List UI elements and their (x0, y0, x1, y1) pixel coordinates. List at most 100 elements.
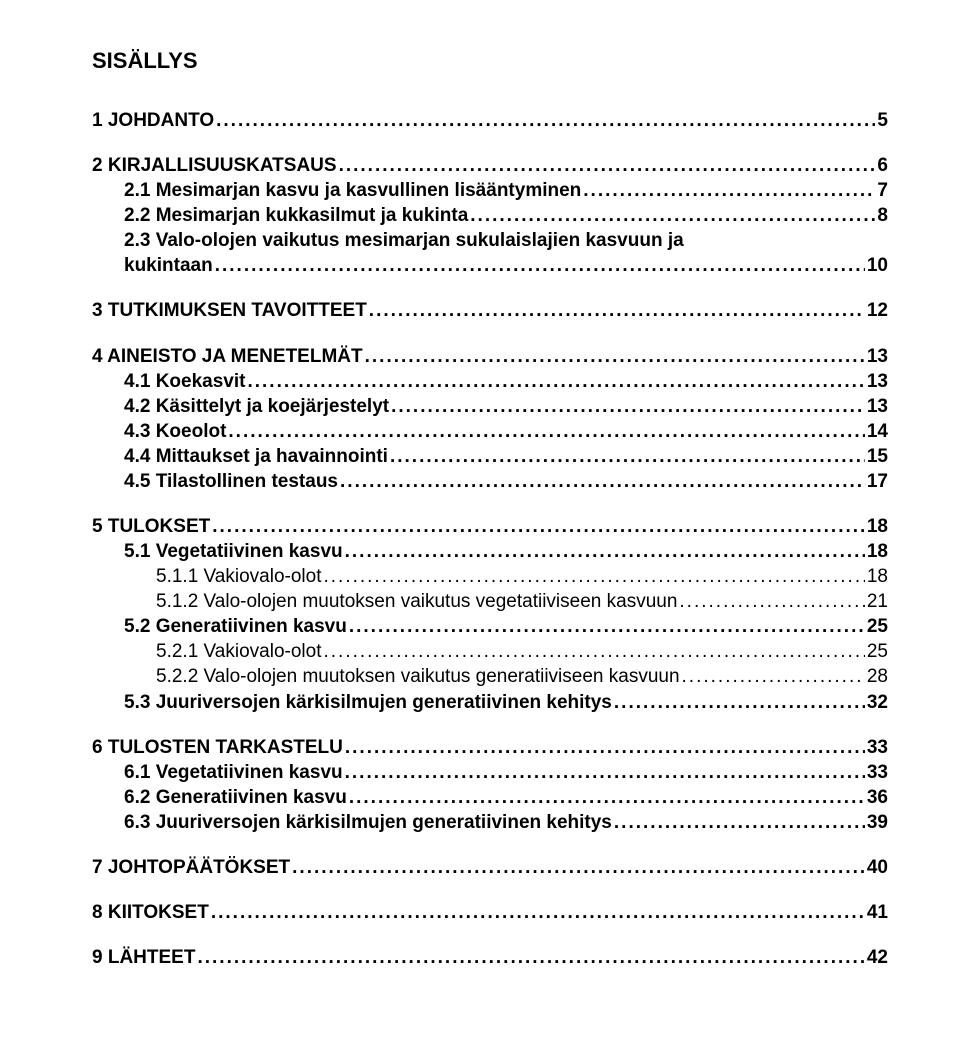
toc-leader (349, 614, 865, 639)
toc-entry: 2.1 Mesimarjan kasvu ja kasvullinen lisä… (124, 178, 888, 203)
toc-entry: 2.2 Mesimarjan kukkasilmut ja kukinta 8 (124, 203, 888, 228)
toc-entry-page: 28 (867, 664, 888, 689)
toc-entry: 4.4 Mittaukset ja havainnointi 15 (124, 444, 888, 469)
toc-entry-page: 15 (867, 444, 888, 469)
toc-entry: 5.1.1 Vakiovalo-olot 18 (156, 564, 888, 589)
toc-entry-page: 18 (867, 539, 888, 564)
toc-entry-label: 2.2 Mesimarjan kukkasilmut ja kukinta (124, 203, 468, 228)
toc-entry-page: 14 (867, 419, 888, 444)
toc-entry-continuation: kukintaan 10 (124, 253, 888, 278)
toc-entry: 9 LÄHTEET 42 (92, 945, 888, 970)
toc-entry-page: 40 (867, 855, 888, 880)
toc-leader (682, 664, 865, 689)
toc-entry: 4.1 Koekasvit 13 (124, 369, 888, 394)
toc-leader (679, 589, 864, 614)
toc-entry: 1 JOHDANTO5 (92, 108, 888, 133)
table-of-contents: 1 JOHDANTO5 2 KIRJALLISUUSKATSAUS 6 2.1 Mes… (92, 108, 888, 970)
toc-leader (470, 203, 875, 228)
toc-entry-page: 33 (867, 735, 888, 760)
toc-entry-label: 7 JOHTOPÄÄTÖKSET (92, 855, 290, 880)
toc-leader (211, 900, 865, 925)
toc-entry-page: 41 (867, 900, 888, 925)
toc-leader (339, 153, 876, 178)
toc-leader (215, 253, 865, 278)
toc-entry-label: 6.3 Juuriversojen kärkisilmujen generati… (124, 810, 612, 835)
toc-entry-label: 4.1 Koekasvit (124, 369, 245, 394)
toc-entry-page: 5 (877, 108, 888, 133)
toc-entry: 4.3 Koeolot 14 (124, 419, 888, 444)
toc-entry: 2 KIRJALLISUUSKATSAUS 6 (92, 153, 888, 178)
toc-entry-page: 13 (867, 394, 888, 419)
toc-leader (216, 108, 875, 133)
toc-entry: 3 TUTKIMUKSEN TAVOITTEET 12 (92, 298, 888, 323)
toc-entry-page: 6 (877, 153, 888, 178)
toc-entry-page: 12 (867, 298, 888, 323)
toc-leader (369, 298, 865, 323)
toc-entry-page: 18 (867, 564, 888, 589)
toc-leader (345, 539, 865, 564)
toc-leader (228, 419, 864, 444)
toc-entry-page: 13 (867, 344, 888, 369)
toc-leader (345, 735, 865, 760)
toc-entry-label: 6 TULOSTEN TARKASTELU (92, 735, 343, 760)
toc-entry-label: kukintaan (124, 253, 213, 278)
toc-entry-page: 17 (867, 469, 888, 494)
toc-entry: 5.2.1 Vakiovalo-olot25 (156, 639, 888, 664)
toc-leader (323, 564, 864, 589)
toc-leader (614, 690, 865, 715)
toc-entry-label: 4.3 Koeolot (124, 419, 226, 444)
toc-entry-label: 4 AINEISTO JA MENETELMÄT (92, 344, 363, 369)
toc-leader (340, 469, 865, 494)
toc-entry-label: 5.1.1 Vakiovalo-olot (156, 564, 321, 589)
toc-entry: 6 TULOSTEN TARKASTELU 33 (92, 735, 888, 760)
toc-entry-page: 21 (867, 589, 888, 614)
toc-entry-label: 4.4 Mittaukset ja havainnointi (124, 444, 388, 469)
toc-entry-page: 13 (867, 369, 888, 394)
toc-entry-page: 33 (867, 760, 888, 785)
toc-entry-page: 42 (867, 945, 888, 970)
toc-leader (365, 344, 865, 369)
toc-entry-label: 6.1 Vegetatiivinen kasvu (124, 760, 343, 785)
toc-entry: 5.1 Vegetatiivinen kasvu 18 (124, 539, 888, 564)
toc-entry-label: 6.2 Generatiivinen kasvu (124, 785, 347, 810)
toc-entry-label: 4.2 Käsittelyt ja koejärjestelyt (124, 394, 389, 419)
toc-entry-page: 10 (867, 253, 888, 278)
toc-entry-label: 5.2 Generatiivinen kasvu (124, 614, 347, 639)
toc-entry: 4 AINEISTO JA MENETELMÄT 13 (92, 344, 888, 369)
toc-entry-label: 4.5 Tilastollinen testaus (124, 469, 338, 494)
toc-entry: 5.2 Generatiivinen kasvu 25 (124, 614, 888, 639)
toc-entry-label: 5.3 Juuriversojen kärkisilmujen generati… (124, 690, 612, 715)
toc-leader (247, 369, 864, 394)
toc-entry: 4.5 Tilastollinen testaus 17 (124, 469, 888, 494)
toc-entry: 4.2 Käsittelyt ja koejärjestelyt 13 (124, 394, 888, 419)
toc-entry: 5.3 Juuriversojen kärkisilmujen generati… (124, 690, 888, 715)
toc-leader (345, 760, 865, 785)
toc-leader (323, 639, 864, 664)
toc-leader (583, 178, 875, 203)
toc-entry: 6.3 Juuriversojen kärkisilmujen generati… (124, 810, 888, 835)
toc-entry-page: 39 (867, 810, 888, 835)
toc-entry-label: 3 TUTKIMUKSEN TAVOITTEET (92, 298, 367, 323)
toc-entry-page: 18 (867, 514, 888, 539)
toc-entry-label: 5.2.2 Valo-olojen muutoksen vaikutus gen… (156, 664, 680, 689)
toc-entry: 7 JOHTOPÄÄTÖKSET 40 (92, 855, 888, 880)
toc-entry-page: 25 (867, 614, 888, 639)
toc-entry-label: 2.3 Valo-olojen vaikutus mesimarjan suku… (124, 228, 684, 253)
toc-entry-page: 25 (867, 639, 888, 664)
toc-entry-page: 8 (877, 203, 888, 228)
toc-entry-label: 5.1 Vegetatiivinen kasvu (124, 539, 343, 564)
toc-entry-label: 9 LÄHTEET (92, 945, 195, 970)
toc-entry: 2.3 Valo-olojen vaikutus mesimarjan suku… (124, 228, 888, 253)
toc-entry: 6.1 Vegetatiivinen kasvu 33 (124, 760, 888, 785)
toc-entry: 5.1.2 Valo-olojen muutoksen vaikutus veg… (156, 589, 888, 614)
toc-entry: 8 KIITOKSET41 (92, 900, 888, 925)
toc-leader (292, 855, 865, 880)
toc-leader (349, 785, 865, 810)
toc-entry-page: 7 (877, 178, 888, 203)
doc-title: SISÄLLYS (92, 48, 888, 74)
toc-entry-label: 2.1 Mesimarjan kasvu ja kasvullinen lisä… (124, 178, 581, 203)
toc-entry-label: 2 KIRJALLISUUSKATSAUS (92, 153, 337, 178)
toc-entry-label: 5 TULOKSET (92, 514, 210, 539)
toc-entry: 5 TULOKSET 18 (92, 514, 888, 539)
toc-entry-page: 36 (867, 785, 888, 810)
